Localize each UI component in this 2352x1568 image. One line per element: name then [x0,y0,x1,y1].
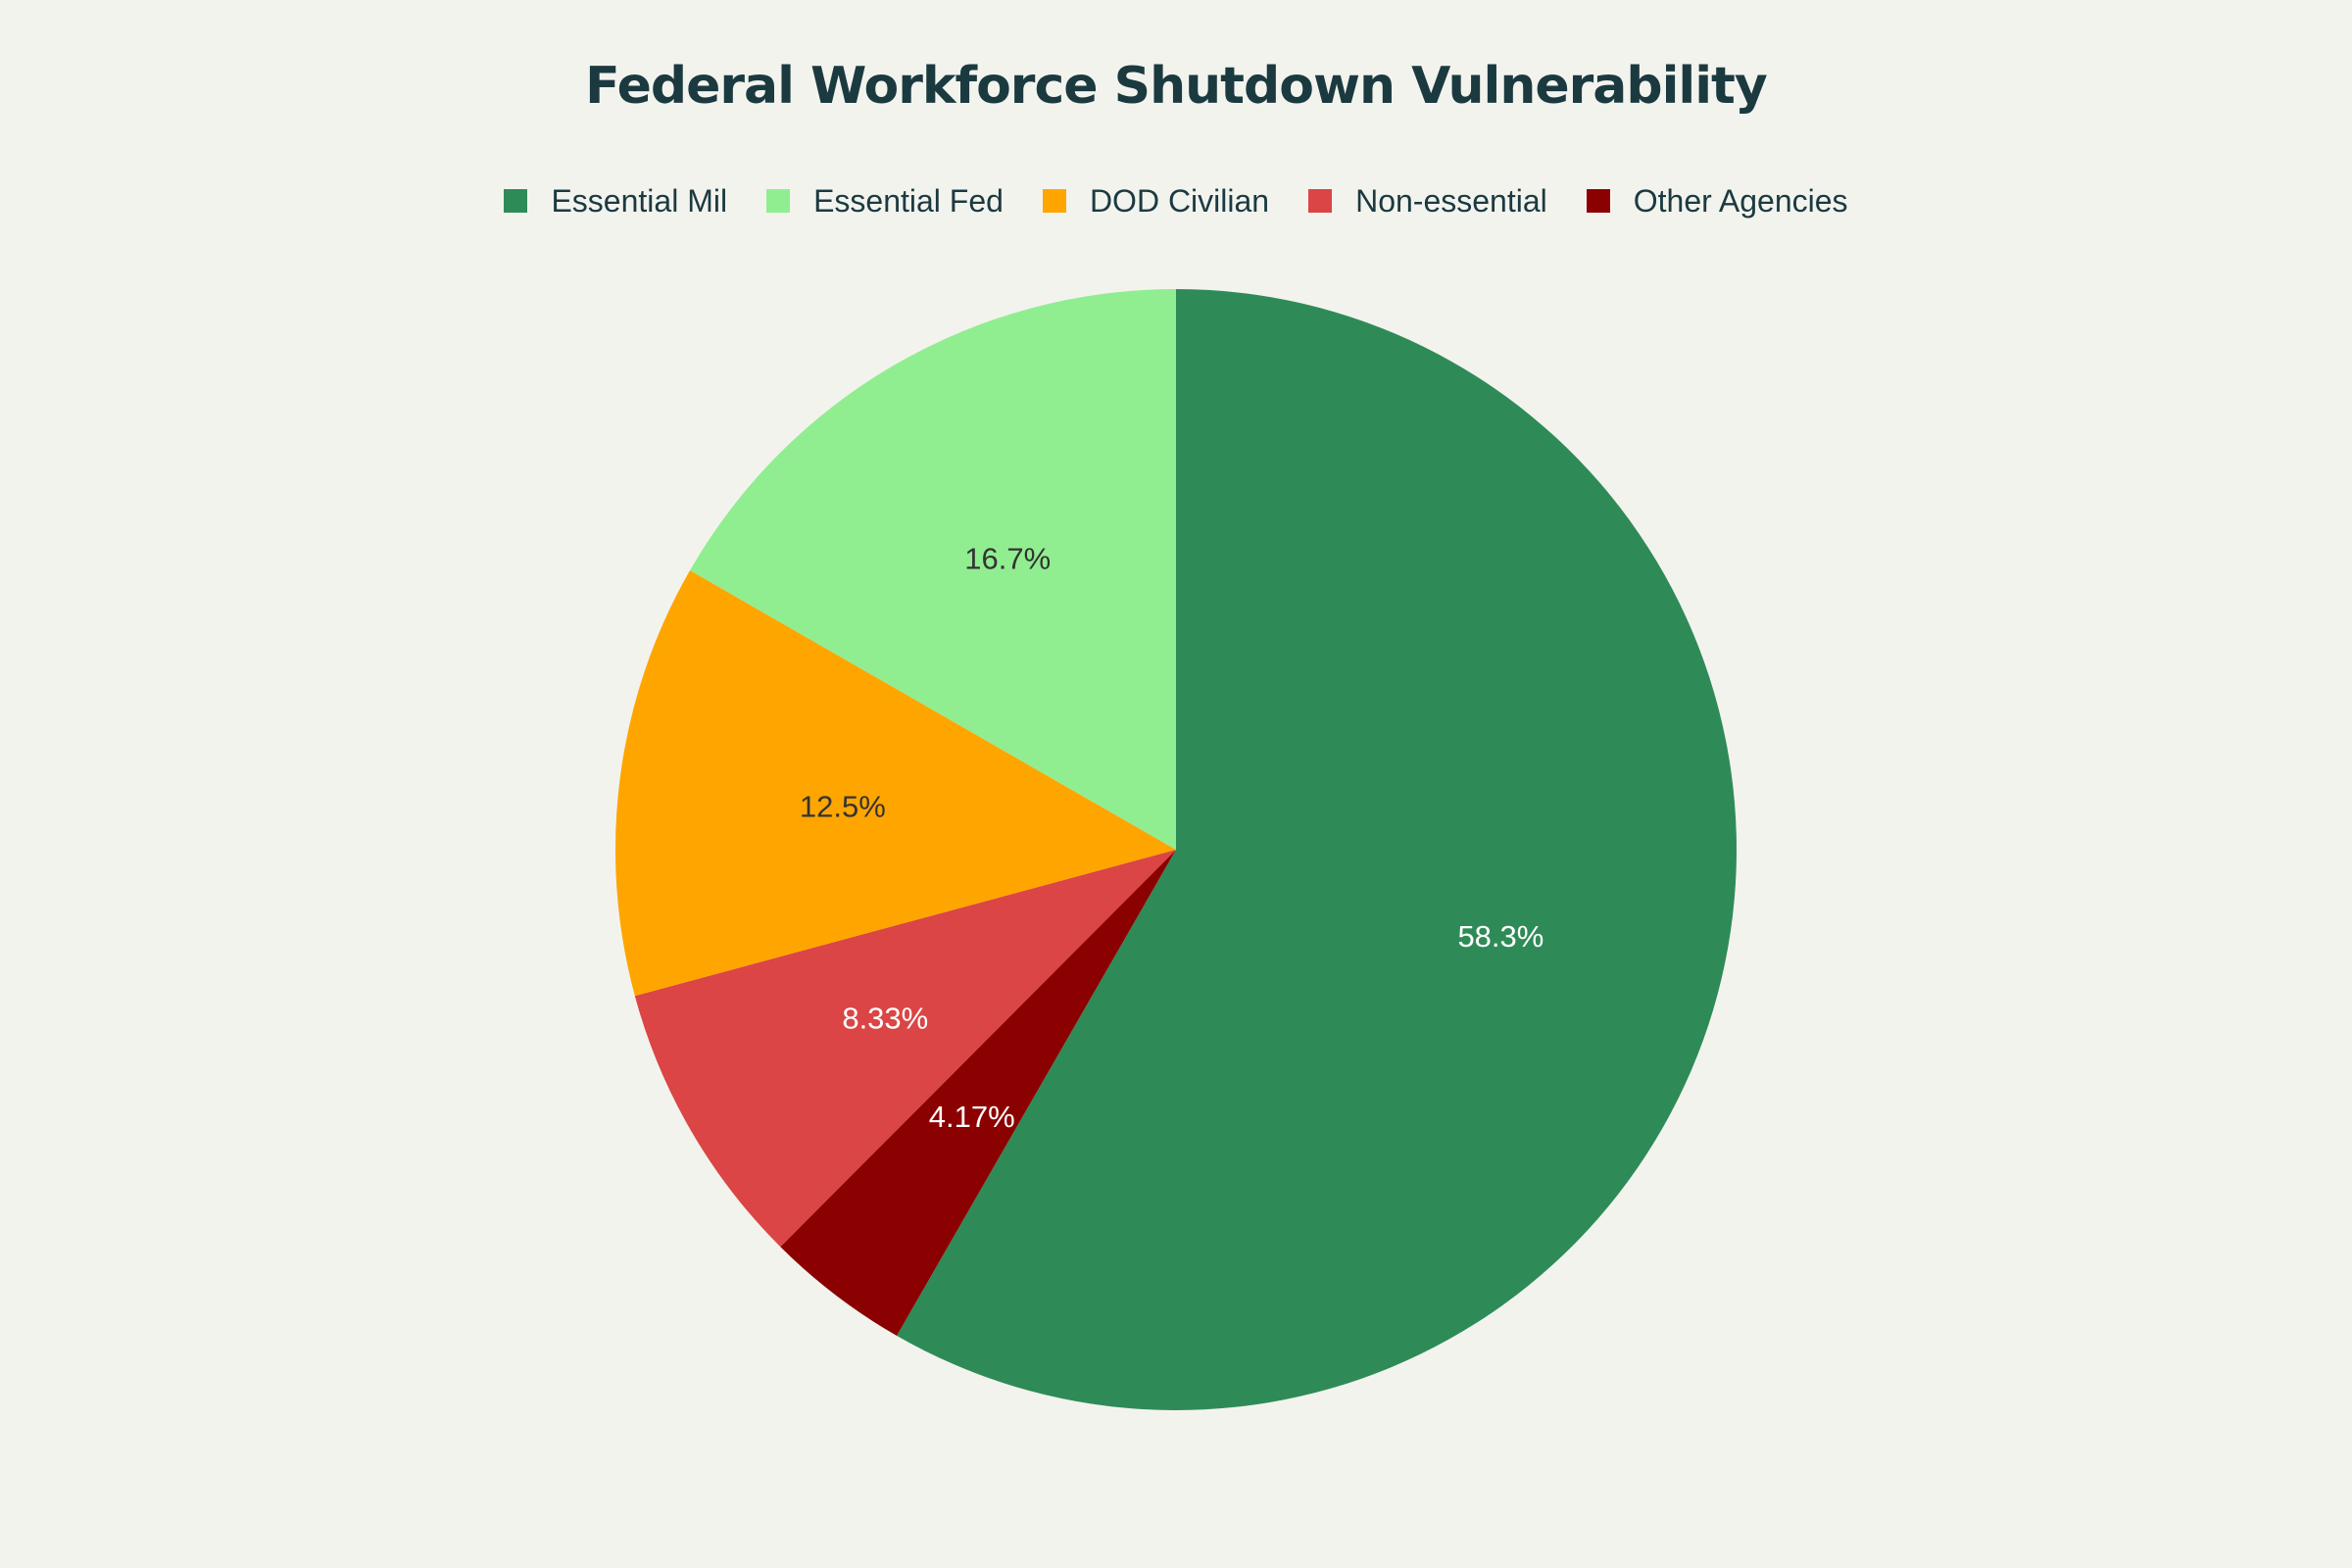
chart-legend: Essential Mil Essential Fed DOD Civilian… [0,176,2352,225]
legend-swatch [504,189,528,213]
legend-label: Essential Fed [813,182,1004,219]
legend-item-non-essential[interactable]: Non-essential [1308,183,1547,220]
pie-slice-other-agencies[interactable] [780,850,1176,1336]
legend-label: Other Agencies [1633,182,1848,219]
legend-swatch [1042,189,1066,213]
legend-label: Non-essential [1355,182,1547,219]
legend-swatch [766,189,791,213]
pie-slice-non-essential[interactable] [634,850,1176,1248]
slice-label-non-essential: 8.33% [842,1002,928,1036]
slice-label-other-agencies: 4.17% [929,1100,1015,1134]
slice-label-dod-civilian: 12.5% [800,789,886,823]
pie-slice-dod-civilian[interactable] [615,570,1176,997]
pie-slice-essential-fed[interactable] [690,289,1176,850]
legend-item-dod-civilian[interactable]: DOD Civilian [1042,182,1270,220]
legend-swatch [1586,189,1610,213]
slice-label-essential-fed: 16.7% [964,542,1051,576]
slice-label-essential-mil: 58.3% [1457,919,1544,954]
legend-label: DOD Civilian [1089,182,1270,219]
legend-item-essential-mil[interactable]: Essential Mil [504,183,727,220]
chart-title: Federal Workforce Shutdown Vulnerability [585,57,1768,116]
legend-item-essential-fed[interactable]: Essential Fed [766,183,1004,220]
pie-slice-essential-mil[interactable] [897,289,1737,1410]
legend-label: Essential Mil [551,182,728,219]
legend-swatch [1308,189,1333,213]
legend-item-other-agencies[interactable]: Other Agencies [1586,182,1848,220]
